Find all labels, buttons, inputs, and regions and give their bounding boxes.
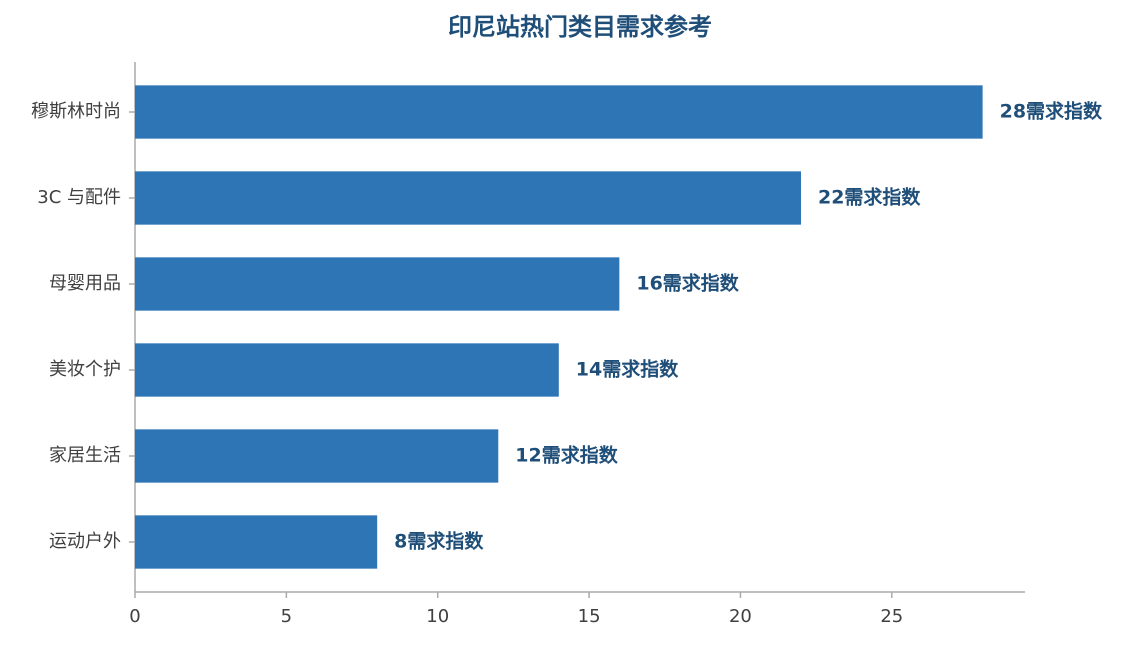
value-label: 8需求指数 (394, 530, 484, 553)
y-tick-label: 运动户外 (49, 531, 121, 552)
value-label: 16需求指数 (636, 272, 739, 295)
bar (135, 257, 620, 311)
x-tick-label: 5 (281, 606, 292, 627)
bar (135, 515, 378, 569)
bar (135, 171, 801, 225)
value-label: 14需求指数 (576, 358, 679, 381)
value-label: 28需求指数 (1000, 100, 1103, 123)
bar (135, 429, 499, 483)
x-tick-label: 10 (426, 606, 449, 627)
value-label: 12需求指数 (515, 444, 618, 467)
bar (135, 343, 559, 397)
x-tick-label: 20 (729, 606, 752, 627)
y-tick-label: 3C 与配件 (37, 187, 121, 208)
y-tick-label: 美妆个护 (49, 359, 121, 380)
bar (135, 85, 983, 139)
x-tick-label: 15 (578, 606, 601, 627)
x-tick-label: 0 (129, 606, 140, 627)
chart-title: 印尼站热门类目需求参考 (448, 13, 712, 41)
y-tick-label: 母婴用品 (49, 273, 121, 294)
x-tick-label: 25 (880, 606, 903, 627)
y-tick-label: 穆斯林时尚 (31, 101, 121, 122)
value-label: 22需求指数 (818, 186, 921, 209)
y-tick-label: 家居生活 (49, 445, 121, 466)
